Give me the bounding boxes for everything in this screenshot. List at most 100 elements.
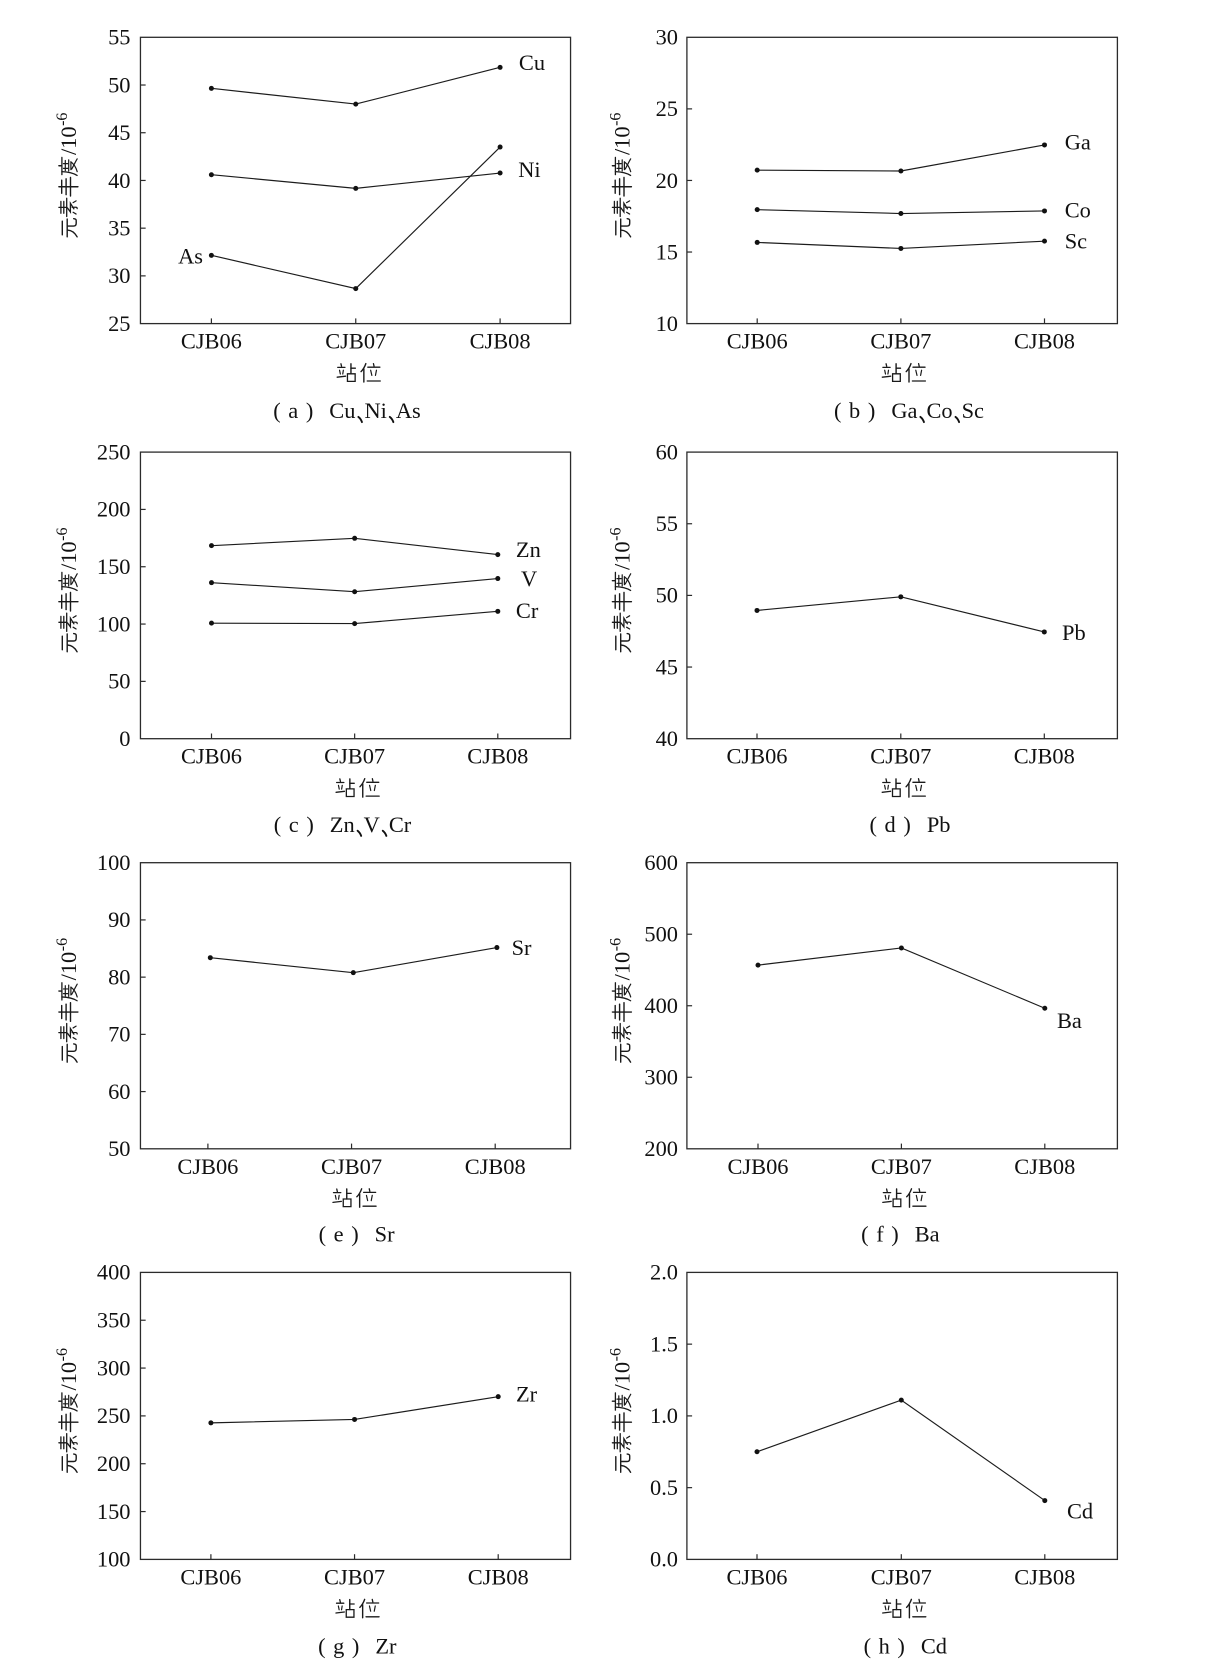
svg-text:-6: -6 xyxy=(54,113,71,126)
svg-text:CJB07: CJB07 xyxy=(870,744,931,769)
svg-text:100: 100 xyxy=(97,850,131,875)
svg-text:CJB08: CJB08 xyxy=(467,744,528,769)
svg-text:10: 10 xyxy=(656,311,678,336)
svg-text:/10: /10 xyxy=(609,126,634,155)
svg-text:25: 25 xyxy=(108,311,130,336)
svg-text:Zn: Zn xyxy=(516,537,541,562)
svg-text:Sc: Sc xyxy=(1065,228,1087,253)
svg-text:50: 50 xyxy=(108,1136,130,1161)
svg-text:Sr: Sr xyxy=(375,1221,395,1246)
svg-text:Ba: Ba xyxy=(915,1221,940,1246)
svg-text:CJB07: CJB07 xyxy=(871,1564,932,1589)
svg-text:/10: /10 xyxy=(56,126,81,155)
svg-text:Ga: Ga xyxy=(1065,129,1091,154)
svg-text:Pb: Pb xyxy=(927,812,951,837)
svg-text:( g ): ( g ) xyxy=(318,1634,360,1659)
svg-text:50: 50 xyxy=(656,583,678,608)
svg-text:-6: -6 xyxy=(607,1348,624,1361)
svg-text:30: 30 xyxy=(656,25,678,50)
svg-text:1.0: 1.0 xyxy=(650,1403,678,1428)
svg-text:0.5: 0.5 xyxy=(650,1475,678,1500)
svg-text:20: 20 xyxy=(656,168,678,193)
svg-text:Co: Co xyxy=(1065,198,1091,223)
svg-text:CJB06: CJB06 xyxy=(181,744,242,769)
svg-text:CJB07: CJB07 xyxy=(871,1154,932,1179)
svg-text:350: 350 xyxy=(97,1308,131,1333)
svg-text:( c ): ( c ) xyxy=(274,812,315,837)
svg-text:35: 35 xyxy=(108,215,130,240)
svg-text:( b ): ( b ) xyxy=(834,398,876,423)
svg-text:CJB08: CJB08 xyxy=(1014,744,1075,769)
svg-text:600: 600 xyxy=(644,850,678,875)
svg-text:0.0: 0.0 xyxy=(650,1547,678,1572)
svg-text:0: 0 xyxy=(119,726,130,751)
svg-text:1.5: 1.5 xyxy=(650,1331,678,1356)
svg-text:200: 200 xyxy=(97,497,131,522)
svg-text:250: 250 xyxy=(97,1403,131,1428)
svg-text:CJB06: CJB06 xyxy=(727,744,788,769)
svg-text:/10: /10 xyxy=(56,952,81,981)
svg-text:Zr: Zr xyxy=(516,1382,538,1407)
svg-text:CJB07: CJB07 xyxy=(324,744,385,769)
svg-text:100: 100 xyxy=(97,611,131,636)
svg-text:V: V xyxy=(521,566,537,591)
svg-text:CJB06: CJB06 xyxy=(177,1154,238,1179)
svg-text:Zr: Zr xyxy=(375,1634,397,1659)
svg-text:-6: -6 xyxy=(607,938,624,951)
svg-text:15: 15 xyxy=(656,239,678,264)
svg-text:Sr: Sr xyxy=(512,935,532,960)
svg-text:-6: -6 xyxy=(607,113,624,126)
svg-text:150: 150 xyxy=(97,1499,131,1524)
svg-text:CJB06: CJB06 xyxy=(180,1564,241,1589)
svg-text:CJB08: CJB08 xyxy=(468,1564,529,1589)
svg-text:Cd: Cd xyxy=(921,1634,947,1659)
svg-text:CJB08: CJB08 xyxy=(1014,1154,1075,1179)
svg-text:80: 80 xyxy=(108,964,130,989)
svg-text:70: 70 xyxy=(108,1022,130,1047)
svg-text:45: 45 xyxy=(656,654,678,679)
svg-text:CJB07: CJB07 xyxy=(870,329,931,354)
svg-text:200: 200 xyxy=(644,1136,678,1161)
svg-text:Zn: Zn xyxy=(330,812,355,837)
svg-text:400: 400 xyxy=(97,1260,131,1285)
svg-text:( d ): ( d ) xyxy=(870,812,912,837)
svg-text:/10: /10 xyxy=(609,952,634,981)
svg-text:50: 50 xyxy=(108,72,130,97)
svg-text:Cr: Cr xyxy=(389,812,412,837)
svg-text:25: 25 xyxy=(656,96,678,121)
svg-text:500: 500 xyxy=(644,922,678,947)
svg-text:( f ): ( f ) xyxy=(861,1221,900,1246)
svg-text:Cr: Cr xyxy=(516,598,539,623)
svg-text:As: As xyxy=(178,244,203,269)
svg-text:/10: /10 xyxy=(56,1362,81,1391)
svg-text:55: 55 xyxy=(108,25,130,50)
svg-text:250: 250 xyxy=(97,439,131,464)
svg-text:300: 300 xyxy=(97,1355,131,1380)
svg-text:V: V xyxy=(364,812,380,837)
svg-text:150: 150 xyxy=(97,554,131,579)
svg-text:( a ): ( a ) xyxy=(273,398,314,423)
svg-text:CJB08: CJB08 xyxy=(1014,329,1075,354)
svg-text:CJB06: CJB06 xyxy=(727,1564,788,1589)
svg-text:( h ): ( h ) xyxy=(864,1634,906,1659)
svg-text:Pb: Pb xyxy=(1062,620,1086,645)
svg-text:90: 90 xyxy=(108,907,130,932)
svg-text:-6: -6 xyxy=(54,528,71,541)
svg-text:30: 30 xyxy=(108,263,130,288)
svg-text:Sc: Sc xyxy=(962,398,984,423)
svg-text:300: 300 xyxy=(644,1065,678,1090)
svg-text:Ni: Ni xyxy=(364,398,386,423)
svg-text:-6: -6 xyxy=(54,1348,71,1361)
svg-text:60: 60 xyxy=(108,1079,130,1104)
svg-text:Cu: Cu xyxy=(329,398,355,423)
svg-text:Ga: Ga xyxy=(891,398,917,423)
svg-text:Ni: Ni xyxy=(518,157,540,182)
svg-text:/10: /10 xyxy=(56,541,81,570)
svg-text:CJB08: CJB08 xyxy=(465,1154,526,1179)
svg-text:Ba: Ba xyxy=(1057,1008,1082,1033)
svg-text:CJB06: CJB06 xyxy=(727,329,788,354)
svg-text:200: 200 xyxy=(97,1451,131,1476)
svg-text:-6: -6 xyxy=(607,528,624,541)
svg-text:CJB08: CJB08 xyxy=(1014,1564,1075,1589)
svg-text:/10: /10 xyxy=(609,541,634,570)
